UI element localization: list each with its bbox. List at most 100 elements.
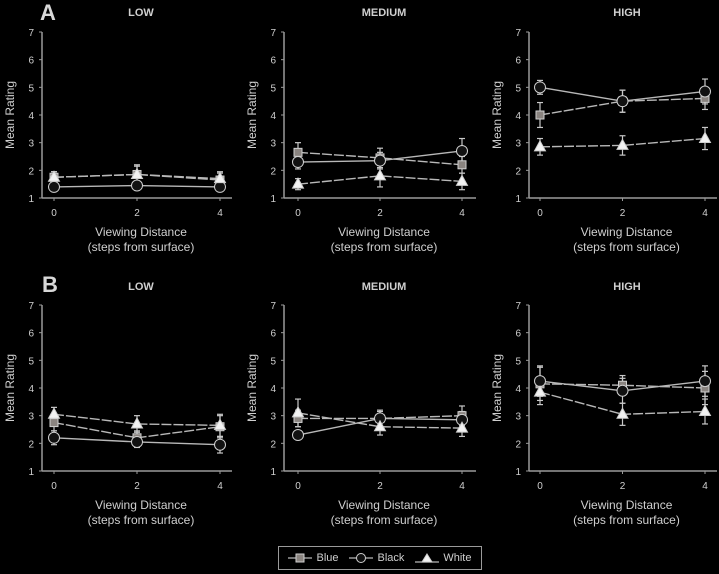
y-tick-label: 5 xyxy=(270,83,276,94)
y-tick-label: 6 xyxy=(28,329,34,340)
y-tick-label: 4 xyxy=(28,384,34,395)
x-axis-label: Viewing Distance xyxy=(338,498,430,512)
square-marker-icon xyxy=(457,160,467,170)
y-tick-label: 3 xyxy=(28,139,34,150)
x-tick-label: 4 xyxy=(459,481,465,492)
circle-marker-icon xyxy=(131,179,143,192)
x-tick-label: 0 xyxy=(51,208,57,219)
panel-title: LOW xyxy=(128,7,154,19)
series-line-blue xyxy=(539,97,706,116)
series-line-white xyxy=(53,413,221,427)
circle-marker-icon xyxy=(699,375,711,388)
y-tick-label: 5 xyxy=(28,356,34,367)
triangle-marker-icon xyxy=(47,407,61,419)
y-axis-label: Mean Rating xyxy=(245,354,259,422)
y-tick-label: 1 xyxy=(28,194,34,205)
y-tick-label: 1 xyxy=(270,194,276,205)
circle-marker-icon xyxy=(534,81,546,94)
y-axis-label: Mean Rating xyxy=(490,81,504,149)
x-tick-label: 0 xyxy=(537,208,543,219)
y-tick-label: 5 xyxy=(28,83,34,94)
x-tick-label: 2 xyxy=(134,208,140,219)
panel-b-high: HIGH 1 2 3 4 5 6 7 0 2 4 Viewing Distance(steps fro… xyxy=(490,281,717,527)
y-tick-label: 1 xyxy=(515,194,521,205)
legend-label-white: White xyxy=(443,552,472,564)
circle-marker-icon xyxy=(292,429,304,442)
y-tick-label: 7 xyxy=(515,28,521,39)
y-tick-label: 4 xyxy=(270,384,276,395)
circle-marker-icon xyxy=(214,438,226,451)
triangle-marker-icon xyxy=(130,416,144,429)
y-tick-label: 2 xyxy=(270,439,276,450)
legend-item-blue: Blue xyxy=(288,552,339,564)
triangle-marker-icon xyxy=(698,131,712,144)
x-tick-label: 0 xyxy=(295,481,301,492)
panel-title: LOW xyxy=(128,281,154,293)
panel-a-high: HIGH 1 2 3 4 5 6 7 0 2 4 Viewing Distance(steps fro… xyxy=(490,7,717,254)
triangle-marker-icon xyxy=(698,404,712,417)
triangle-marker-icon xyxy=(47,170,61,182)
triangle-marker-icon xyxy=(616,138,629,150)
panel-b-low: LOW 1 2 3 4 5 6 7 0 2 4 Viewing Distance(steps from… xyxy=(3,281,232,527)
y-tick-label: 2 xyxy=(515,439,521,450)
circle-marker-icon xyxy=(699,85,711,98)
y-tick-label: 4 xyxy=(270,111,276,122)
x-tick-label: 2 xyxy=(377,481,383,492)
y-tick-label: 6 xyxy=(270,329,276,340)
x-axis-label: Viewing Distance xyxy=(338,225,430,239)
x-axis-label: (steps from surface) xyxy=(573,513,680,527)
x-tick-label: 2 xyxy=(134,481,140,492)
x-tick-label: 0 xyxy=(537,481,543,492)
triangle-marker-icon xyxy=(291,177,305,189)
x-tick-label: 2 xyxy=(620,481,626,492)
y-tick-label: 2 xyxy=(515,166,521,177)
triangle-marker-icon xyxy=(533,385,547,397)
y-tick-label: 3 xyxy=(270,139,276,150)
y-tick-label: 7 xyxy=(270,28,276,39)
panel-label-a: A xyxy=(40,0,56,25)
x-tick-label: 0 xyxy=(51,481,57,492)
x-tick-label: 2 xyxy=(620,208,626,219)
legend: Blue Black White xyxy=(278,546,482,570)
y-tick-label: 2 xyxy=(28,439,34,450)
panel-title: HIGH xyxy=(613,7,641,19)
y-tick-label: 7 xyxy=(270,301,276,312)
circle-marker-icon xyxy=(534,375,546,388)
y-tick-label: 7 xyxy=(28,28,34,39)
x-axis-label: Viewing Distance xyxy=(95,225,187,239)
triangle-marker-icon xyxy=(373,419,387,432)
circle-marker-icon xyxy=(349,553,374,563)
square-marker-icon xyxy=(293,147,303,157)
legend-item-white: White xyxy=(415,552,471,564)
x-tick-label: 0 xyxy=(295,208,301,219)
y-tick-label: 6 xyxy=(515,56,521,67)
series-line-white xyxy=(297,412,463,429)
triangle-marker-icon xyxy=(291,405,305,418)
circle-marker-icon xyxy=(456,144,468,157)
x-axis-label: (steps from surface) xyxy=(331,240,438,254)
y-tick-label: 2 xyxy=(28,166,34,177)
panel-title: MEDIUM xyxy=(362,281,407,293)
y-tick-label: 2 xyxy=(270,166,276,177)
y-axis-label: Mean Rating xyxy=(245,81,259,149)
y-tick-label: 6 xyxy=(270,56,276,67)
panel-title: HIGH xyxy=(613,281,641,293)
series-line-blue xyxy=(297,151,463,166)
y-tick-label: 3 xyxy=(515,412,521,423)
y-axis-label: Mean Rating xyxy=(3,354,17,422)
panel-a-medium: MEDIUM 1 2 3 4 5 6 7 0 2 4 Viewing Distance(steps f… xyxy=(245,7,476,254)
circle-marker-icon xyxy=(616,95,629,108)
y-tick-label: 1 xyxy=(28,467,34,478)
y-tick-label: 4 xyxy=(28,111,34,122)
y-tick-label: 1 xyxy=(515,467,521,478)
y-tick-label: 7 xyxy=(515,301,521,312)
y-axis-label: Mean Rating xyxy=(3,81,17,149)
y-tick-label: 3 xyxy=(515,139,521,150)
x-axis-label: (steps from surface) xyxy=(88,240,195,254)
series-line-white xyxy=(297,175,463,185)
legend-label-blue: Blue xyxy=(316,552,339,564)
triangle-marker-icon xyxy=(213,171,227,184)
x-axis-label: (steps from surface) xyxy=(331,513,438,527)
x-axis-label: Viewing Distance xyxy=(581,225,673,239)
y-tick-label: 7 xyxy=(28,301,34,312)
